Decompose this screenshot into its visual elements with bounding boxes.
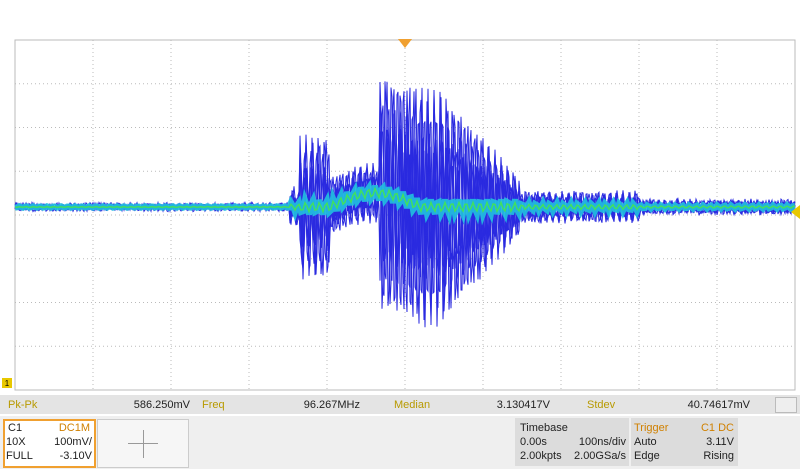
channel-marker-box bbox=[2, 378, 12, 388]
trigger-title: Trigger bbox=[634, 422, 669, 434]
trace bbox=[14, 81, 796, 328]
channel-box[interactable] bbox=[3, 419, 96, 468]
timebase-delay: 0.00s bbox=[520, 436, 547, 448]
measure-label: Freq bbox=[202, 399, 225, 411]
trigger-box[interactable] bbox=[631, 418, 738, 466]
traces bbox=[14, 81, 796, 328]
channel-name: C1 bbox=[8, 422, 23, 434]
timebase-scale: 100ns/div bbox=[578, 436, 626, 448]
timebase-rate: 2.00GSa/s bbox=[574, 450, 626, 462]
measure-value: 3.130417V bbox=[496, 399, 550, 411]
measure-value: 586.250mV bbox=[133, 399, 190, 411]
trigger-level-marker bbox=[791, 205, 800, 219]
trigger-slope: Rising bbox=[703, 450, 734, 462]
measure-label: Stdev bbox=[587, 399, 616, 411]
measure-label: Pk-Pk bbox=[8, 399, 38, 411]
channel-probe: 10X bbox=[6, 436, 26, 448]
trigger-position-marker bbox=[398, 39, 412, 48]
trigger-source: C1 DC bbox=[700, 422, 734, 434]
timebase-title: Timebase bbox=[520, 422, 568, 434]
trigger-type: Edge bbox=[634, 450, 660, 462]
measure-label: Median bbox=[394, 399, 431, 411]
close-measure-button[interactable] bbox=[775, 397, 797, 413]
measure-value: 96.267MHz bbox=[303, 399, 360, 411]
measure-value: 40.74617mV bbox=[687, 399, 750, 411]
timebase-box[interactable] bbox=[515, 418, 629, 466]
trigger-mode: Auto bbox=[634, 436, 657, 448]
trigger-level: 3.11V bbox=[706, 436, 734, 448]
channel-scale: 100mV/ bbox=[54, 436, 92, 448]
measurement-bar bbox=[0, 395, 800, 414]
channel-bandwidth: FULL bbox=[6, 450, 33, 462]
waveform-display: 1 bbox=[2, 39, 800, 391]
timebase-points: 2.00kpts bbox=[520, 450, 562, 462]
channel-marker: 1 bbox=[5, 379, 10, 388]
channel-offset: -3.10V bbox=[59, 450, 92, 462]
channel-coupling: DC1M bbox=[58, 422, 90, 434]
empty-slot[interactable] bbox=[97, 419, 189, 468]
trace-core bbox=[14, 186, 796, 214]
